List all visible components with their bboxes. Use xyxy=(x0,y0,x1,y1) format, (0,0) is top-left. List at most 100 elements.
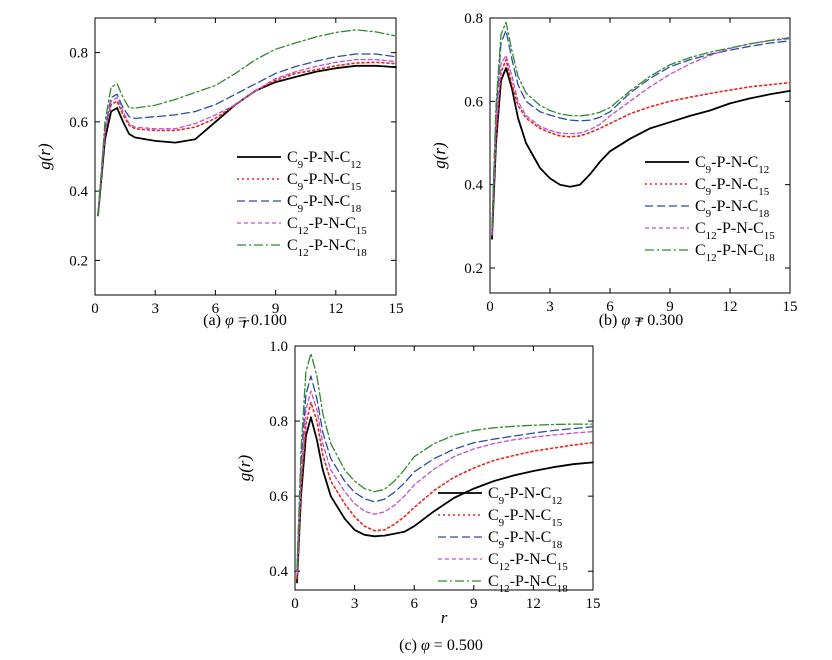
x-tick-label: 9 xyxy=(272,301,280,317)
legend-subscript: 15 xyxy=(356,225,368,237)
legend-subscript: 12 xyxy=(758,164,769,176)
y-axis-label: g(r) xyxy=(430,142,449,169)
y-tick-label: 0.8 xyxy=(464,11,483,27)
x-axis-label: r xyxy=(637,311,644,330)
plot-frame xyxy=(94,17,397,296)
x-axis-label: r xyxy=(242,313,249,332)
legend-subscript: 12 xyxy=(706,230,717,242)
caption-prefix: (c) xyxy=(399,637,421,654)
legend-text: -P-N-C xyxy=(504,529,551,546)
legend-entry: C9-P-N-C12 xyxy=(488,485,562,507)
legend-text: -P-N-C xyxy=(711,198,758,215)
legend-subscript: 12 xyxy=(706,252,717,264)
series-line-3 xyxy=(296,375,594,572)
series-line-1 xyxy=(491,67,791,240)
y-tick-label: 0.8 xyxy=(69,46,88,62)
series-line-4 xyxy=(296,390,594,576)
legend-subscript: 12 xyxy=(350,159,361,171)
series-line-5 xyxy=(491,21,791,227)
legend-entry: C12-P-N-C15 xyxy=(488,551,568,573)
legend-subscript: 9 xyxy=(499,517,505,529)
legend-subscript: 15 xyxy=(350,181,362,193)
legend-text: C xyxy=(488,507,499,524)
series-line-2 xyxy=(491,58,791,236)
legend-subscript: 9 xyxy=(499,539,505,551)
legend-subscript: 15 xyxy=(764,230,776,242)
legend-text: C xyxy=(695,154,706,171)
legend-text: C xyxy=(695,220,706,237)
series-line-4 xyxy=(491,38,791,236)
legend-text: C xyxy=(695,176,706,193)
y-tick-label: 0.4 xyxy=(69,184,88,200)
x-axis-label: r xyxy=(441,608,448,627)
legend-text: -P-N-C xyxy=(717,242,764,259)
legend-entry: C9-P-N-C15 xyxy=(488,507,563,529)
x-tick-label: 15 xyxy=(783,299,798,315)
legend-text: -P-N-C xyxy=(303,193,350,210)
legend-entry: C9-P-N-C18 xyxy=(287,193,362,215)
legend-subscript: 9 xyxy=(706,186,712,198)
legend-text: -P-N-C xyxy=(711,176,758,193)
legend-entry: C9-P-N-C12 xyxy=(287,149,361,171)
caption-symbol: φ xyxy=(621,312,630,329)
legend-subscript: 9 xyxy=(298,203,304,215)
legend-subscript: 12 xyxy=(499,583,510,595)
x-tick-label: 15 xyxy=(389,301,404,317)
legend-text: -P-N-C xyxy=(303,149,350,166)
x-tick-label: 15 xyxy=(586,596,601,612)
y-tick-label: 0.6 xyxy=(269,489,288,505)
y-tick-label: 0.6 xyxy=(69,115,88,131)
caption-symbol: φ xyxy=(421,637,430,654)
plot-frame xyxy=(489,17,791,294)
legend-text: C xyxy=(695,198,706,215)
plot-frame xyxy=(294,345,594,591)
legend-text: C xyxy=(287,149,298,166)
x-tick-label: 3 xyxy=(546,299,554,315)
legend-subscript: 18 xyxy=(557,583,569,595)
legend-subscript: 15 xyxy=(551,517,563,529)
legend-text: -P-N-C xyxy=(717,220,764,237)
series-line-3 xyxy=(491,29,791,232)
x-tick-label: 0 xyxy=(91,301,99,317)
caption-symbol: φ xyxy=(225,312,234,329)
y-tick-label: 0.2 xyxy=(464,261,483,277)
y-axis-label: g(r) xyxy=(235,454,254,481)
series-line-2 xyxy=(97,61,397,217)
y-tick-label: 0.2 xyxy=(69,253,88,269)
legend-subscript: 18 xyxy=(551,539,563,551)
legend-entry: C9-P-N-C12 xyxy=(695,154,769,176)
x-tick-label: 6 xyxy=(606,299,614,315)
legend-subscript: 12 xyxy=(298,225,309,237)
x-tick-label: 3 xyxy=(351,596,359,612)
legend-subscript: 12 xyxy=(499,561,510,573)
legend-text: -P-N-C xyxy=(504,485,551,502)
legend-subscript: 9 xyxy=(298,181,304,193)
y-tick-label: 0.6 xyxy=(464,94,483,110)
chart-panel-c: 0 3 6 9 12 150.40.60.81.0rg(r)C9-P-N-C12C9-P-… xyxy=(235,339,601,654)
y-axis-label: g(r) xyxy=(35,143,54,170)
caption-suffix: = 0.500 xyxy=(430,637,483,654)
legend-text: C xyxy=(488,551,499,568)
y-tick-label: 1.0 xyxy=(269,339,288,355)
legend-text: -P-N-C xyxy=(303,171,350,188)
legend-entry: C12-P-N-C18 xyxy=(695,242,775,264)
legend-text: C xyxy=(488,573,499,590)
series-line-1 xyxy=(97,64,397,217)
x-tick-label: 0 xyxy=(486,299,494,315)
legend-subscript: 18 xyxy=(764,252,776,264)
x-tick-label: 12 xyxy=(328,301,343,317)
legend-subscript: 15 xyxy=(758,186,770,198)
legend-subscript: 15 xyxy=(557,561,569,573)
x-tick-label: 6 xyxy=(212,301,220,317)
legend-subscript: 18 xyxy=(758,208,770,220)
legend-entry: C12-P-N-C15 xyxy=(287,215,367,237)
caption-prefix: (a) xyxy=(203,312,225,329)
legend-subscript: 9 xyxy=(499,495,505,507)
legend-text: -P-N-C xyxy=(510,551,557,568)
legend-text: -P-N-C xyxy=(309,237,356,254)
legend-entry: C9-P-N-C18 xyxy=(695,198,770,220)
caption-suffix: = 0.300 xyxy=(630,312,683,329)
y-tick-label: 0.4 xyxy=(464,178,483,194)
series-line-2 xyxy=(296,401,594,580)
